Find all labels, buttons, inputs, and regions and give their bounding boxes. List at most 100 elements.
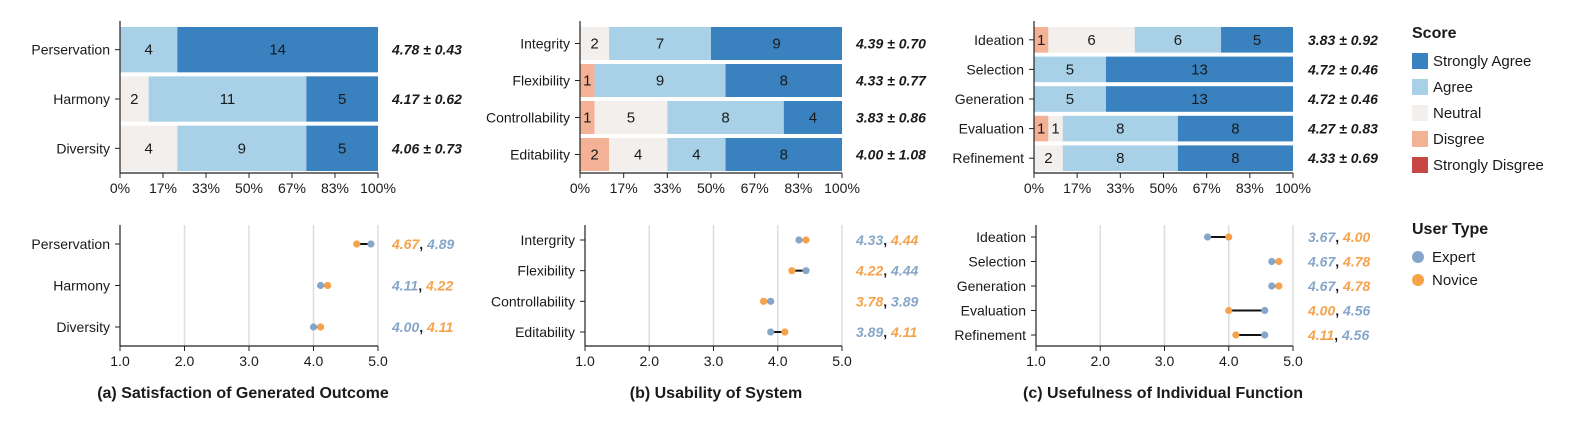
y-tick-label: Refinement [952,150,1024,166]
dumbbell-panel-c: 1.0 2.0 3.0 4.0 5.0 Ideation 3.67, 4.00 Selecti… [954,225,1370,369]
novice-point [316,323,325,331]
bar-segment-label: 13 [1191,91,1208,108]
x-tick-label: 83% [1236,180,1264,196]
bar-segment-label: 14 [269,42,286,59]
legend-score-title: Score [1412,25,1457,42]
mean-sd-label: 4.33 ± 0.77 [855,73,927,89]
value-first: 3.89 [856,324,883,340]
x-tick-label: 0% [570,180,590,196]
y-tick-label: Flexibility [512,73,570,89]
legend-score-label: Strongly Disgree [1433,157,1544,174]
value-pair-label: 4.33, 4.44 [855,232,918,248]
bar-segment-neutral [120,125,178,171]
expert-point [767,297,775,305]
value-first: 4.11 [391,278,418,294]
value-second: 4.56 [1341,327,1369,343]
bar-segment-label: 4 [692,147,700,164]
x-tick-label: 5.0 [1283,353,1303,369]
x-tick-label: 67% [278,180,306,196]
bar-segment-agree [1062,115,1178,142]
value-pair-label: 3.78, 3.89 [856,293,918,309]
bar-segment-strongly-agree [1177,115,1293,142]
x-tick-label: 4.0 [1219,353,1239,369]
y-tick-label: Controllability [491,293,575,309]
caption-panel-a: (a) Satisfaction of Generated Outcome [97,385,389,402]
bar-segment-agree [594,64,726,97]
bar-segment-neutral [1034,145,1063,171]
mean-sd-label: 4.78 ± 0.43 [391,42,462,58]
bar-segment-agree [1134,27,1222,53]
x-tick-label: 3.0 [704,353,724,369]
x-tick-label: 0% [110,180,130,196]
bar-segment-label: 13 [1191,61,1208,78]
bar-segment-label: 1 [1037,121,1045,138]
novice-point [802,236,810,244]
expert-point [1268,257,1276,266]
value-separator: , [1335,229,1343,245]
bar-segment-strongly-agree [725,138,842,171]
x-tick-label: 17% [610,180,638,196]
bar-segment-agree [148,76,307,122]
bar-segment-label: 11 [220,91,236,108]
x-tick-label: 100% [1275,180,1311,196]
stacked-bar-panel-a: 4 14 Perservation 4.78 ± 0.43 2 11 5 Harmony 4.1… [31,21,462,196]
y-tick-label: Harmony [53,278,110,294]
novice-point [1275,282,1283,290]
x-tick-label: 67% [741,180,769,196]
value-pair-label: 4.11, 4.22 [391,278,453,294]
value-pair-label: 4.22, 4.44 [855,263,918,279]
mean-sd-label: 4.17 ± 0.62 [391,91,462,107]
bar-segment-label: 5 [338,140,346,157]
value-separator: , [1335,278,1343,294]
x-tick-label: 5.0 [368,353,388,369]
bar-segment-label: 4 [144,140,152,157]
value-pair-label: 4.11, 4.56 [1307,327,1369,343]
bar-segment-neutral [609,138,668,171]
x-tick-label: 1.0 [110,353,130,369]
value-first: 4.67 [1307,278,1336,294]
mean-sd-label: 4.39 ± 0.70 [855,36,926,52]
bar-segment-disgree [580,101,595,134]
novice-point [781,328,789,336]
dumbbell-panel-b: 1.0 2.0 3.0 4.0 5.0 Intergrity 4.33, 4.44 Flexi… [491,225,918,369]
legend-score-label: Agree [1433,79,1473,96]
x-tick-label: 1.0 [575,353,595,369]
bar-segment-neutral [594,101,668,134]
legend-swatch-agree [1412,79,1428,95]
bar-segment-agree [120,27,178,73]
x-tick-label: 33% [1106,180,1134,196]
bar-segment-strongly-agree [725,64,842,97]
y-tick-label: Flexibility [517,263,575,279]
bar-segment-label: 8 [1116,121,1124,138]
caption-panel-c: (c) Usefulness of Individual Function [1023,385,1303,402]
value-pair-label: 4.00, 4.56 [1307,303,1370,319]
y-tick-label: Generation [957,278,1026,294]
bar-segment-label: 6 [1087,32,1095,49]
bar-segment-label: 1 [583,110,591,127]
bar-segment-label: 5 [1253,32,1261,49]
expert-point [1261,306,1269,315]
x-tick-label: 2.0 [640,353,660,369]
value-second: 4.22 [425,278,453,294]
x-tick-label: 17% [1063,180,1091,196]
bar-segment-neutral [1048,27,1135,53]
y-tick-label: Perservation [31,236,110,252]
caption-panel-b: (b) Usability of System [630,385,802,402]
expert-point [802,267,810,275]
x-tick-label: 100% [824,180,860,196]
value-first: 4.22 [855,263,883,279]
x-tick-label: 83% [784,180,812,196]
value-separator: , [883,232,891,248]
novice-point [760,297,768,305]
expert-point [309,323,318,331]
bar-segment-label: 1 [1051,121,1059,138]
mean-sd-label: 3.83 ± 0.92 [1308,32,1378,48]
novice-point [1225,233,1233,241]
value-first: 3.67 [1308,229,1336,245]
bar-segment-label: 2 [590,36,598,53]
value-pair-label: 3.89, 4.11 [856,324,917,340]
value-second: 4.89 [426,236,454,252]
legend-user-label: Expert [1432,249,1476,266]
